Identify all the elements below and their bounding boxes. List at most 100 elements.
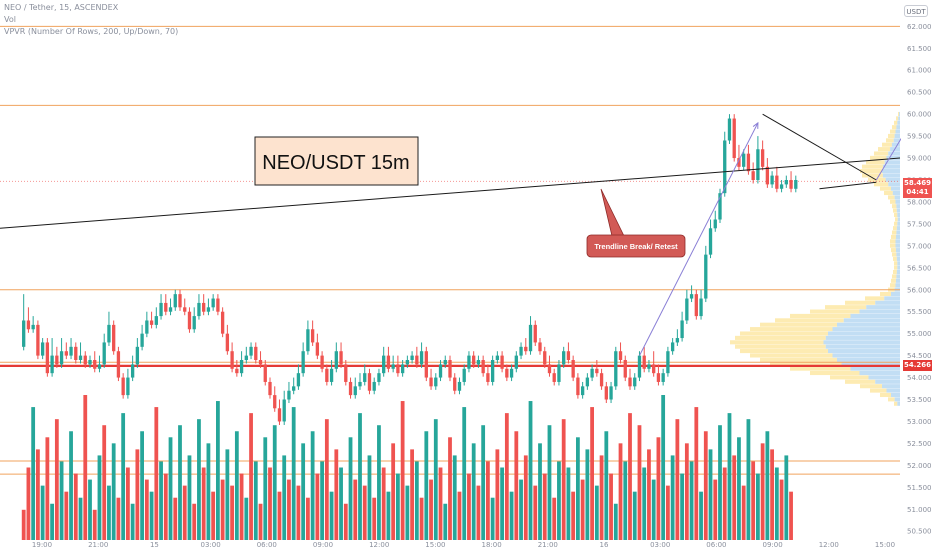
volume-bar bbox=[765, 431, 770, 540]
time-tick-label: 18:00 bbox=[482, 541, 502, 549]
candle-body bbox=[576, 377, 580, 396]
volume-bar bbox=[391, 443, 396, 540]
chart-title-box: NEO/USDT 15m bbox=[254, 136, 419, 186]
vp-row-down bbox=[894, 261, 898, 266]
candle bbox=[656, 364, 661, 386]
volume-bar bbox=[381, 467, 386, 540]
vp-row-up bbox=[897, 265, 900, 270]
price-tick-label: 61.000 bbox=[907, 67, 932, 75]
candle-body bbox=[794, 180, 798, 189]
vp-row-up bbox=[841, 362, 900, 367]
candle bbox=[40, 338, 45, 360]
vp-row-down bbox=[894, 221, 898, 226]
vp-row-down bbox=[874, 182, 889, 187]
time-tick-label: 12:00 bbox=[369, 541, 389, 549]
candle-body bbox=[618, 351, 623, 360]
candle-body bbox=[320, 355, 324, 369]
vp-row-down bbox=[891, 234, 896, 239]
price-tick-label: 60.500 bbox=[907, 89, 932, 97]
volume-bar bbox=[438, 467, 443, 540]
time-tick-label: 09:00 bbox=[763, 541, 783, 549]
candle-body bbox=[102, 342, 106, 365]
candle bbox=[481, 355, 485, 377]
trendline bbox=[819, 181, 877, 190]
vp-row-up bbox=[868, 375, 900, 380]
candle bbox=[737, 144, 741, 171]
candle-body bbox=[192, 316, 196, 330]
candle bbox=[258, 351, 263, 368]
volume-bar bbox=[306, 497, 310, 540]
volume-bar bbox=[216, 401, 220, 540]
candle-body bbox=[277, 408, 282, 422]
candle-body bbox=[666, 351, 670, 374]
candle bbox=[88, 355, 92, 368]
vp-row-up bbox=[895, 234, 900, 239]
vp-row-up bbox=[825, 335, 900, 340]
vol-indicator-label[interactable]: Vol bbox=[4, 15, 16, 24]
candle-body bbox=[472, 355, 476, 365]
candle-body bbox=[637, 355, 642, 378]
candle-body bbox=[173, 294, 177, 308]
candle-body bbox=[235, 368, 239, 374]
volume-bar bbox=[481, 425, 486, 540]
candle bbox=[495, 351, 500, 364]
candle-body bbox=[590, 368, 594, 378]
vp-row-up bbox=[837, 322, 900, 327]
candle-body bbox=[467, 355, 471, 369]
candle-body bbox=[723, 140, 727, 194]
candle-body bbox=[708, 228, 713, 255]
vp-row-up bbox=[895, 199, 900, 204]
candle bbox=[329, 360, 334, 386]
vp-row-up bbox=[891, 186, 900, 191]
vp-row-down bbox=[892, 204, 897, 209]
candle-body bbox=[438, 364, 443, 378]
volume-bar bbox=[291, 407, 296, 540]
candle bbox=[254, 342, 258, 364]
candle-body bbox=[490, 360, 495, 382]
candle bbox=[576, 373, 580, 399]
volume-bar bbox=[632, 491, 637, 540]
candle-body bbox=[628, 377, 632, 387]
candle bbox=[405, 355, 410, 368]
volume-bar bbox=[197, 419, 201, 540]
candle bbox=[145, 311, 149, 338]
currency-button[interactable]: USDT bbox=[904, 5, 928, 17]
volume-bar bbox=[528, 401, 533, 540]
volume-bar bbox=[689, 461, 694, 540]
candle bbox=[652, 351, 656, 377]
time-axis: 19:00 21:00 15 03:00 06:00 09:00 12:00 15:00 18:… bbox=[0, 540, 901, 550]
candle bbox=[486, 364, 490, 386]
vp-row-up bbox=[825, 344, 900, 349]
volume-bar bbox=[400, 401, 405, 540]
candle-body bbox=[685, 298, 689, 321]
vp-row-down bbox=[880, 291, 891, 297]
volume-bar bbox=[429, 479, 433, 540]
volume-bar bbox=[623, 461, 628, 540]
vp-row-down bbox=[890, 243, 896, 248]
volume-bar bbox=[779, 479, 784, 540]
vp-row-up bbox=[875, 379, 900, 384]
candle-body bbox=[367, 373, 372, 391]
volume-bar bbox=[732, 455, 737, 540]
candle bbox=[794, 175, 798, 193]
candle bbox=[666, 346, 670, 377]
volume-bar bbox=[45, 437, 50, 540]
candle-body bbox=[206, 307, 211, 312]
price-tick-label: 57.000 bbox=[907, 242, 932, 250]
candle-body bbox=[599, 373, 604, 387]
vp-row-up bbox=[896, 274, 900, 279]
vpvr-indicator-label[interactable]: VPVR (Number Of Rows, 200, Up/Down, 70) bbox=[4, 27, 179, 36]
candle bbox=[595, 360, 599, 377]
candle bbox=[580, 381, 585, 399]
candle-body bbox=[287, 390, 291, 400]
vp-row-down bbox=[845, 379, 876, 384]
vp-row-down bbox=[825, 305, 867, 310]
vp-row-down bbox=[770, 362, 842, 367]
price-tick-label: 57.500 bbox=[907, 220, 932, 228]
volume-bar bbox=[168, 437, 173, 540]
volume-bar bbox=[547, 425, 552, 540]
vp-row-up bbox=[895, 278, 900, 283]
candle-body bbox=[296, 373, 301, 387]
volume-bar bbox=[509, 491, 514, 540]
